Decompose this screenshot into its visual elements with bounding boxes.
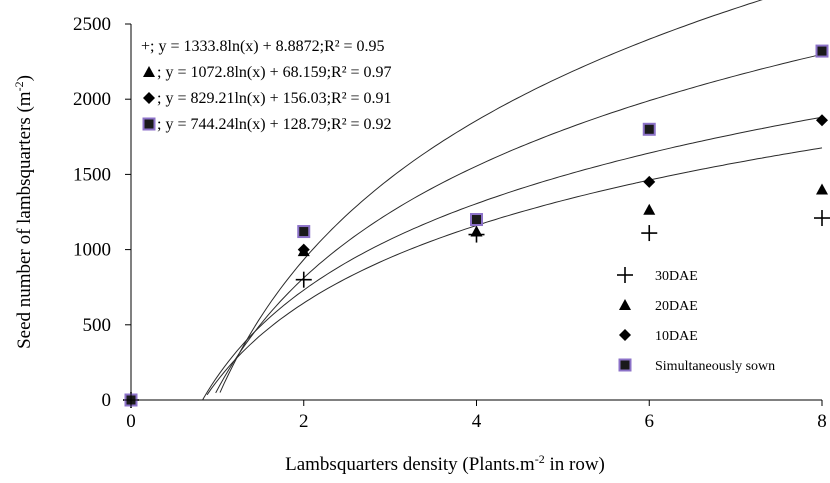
equation-square: ; y = 744.24ln(x) + 128.79;R² = 0.92 [157,116,392,133]
legend-symbol-plus [617,267,633,283]
data-point-diamond [816,114,828,127]
equation-plus: +; y = 1333.8ln(x) + 8.8872;R² = 0.95 [141,38,385,55]
fit-curve-triangle [215,53,823,394]
y-tick-label: 500 [83,315,112,336]
x-tick-label: 8 [817,411,827,432]
equation-symbol-diamond [143,92,155,104]
fit-curve-square [206,147,823,396]
tick-labels: 0 2 4 6 8 0 500 1000 1500 2000 2500 [73,14,827,432]
legend-symbol-triangle [619,299,631,310]
fit-curves [202,0,823,400]
equation-symbol-triangle [143,66,155,77]
equation-symbol-square [142,117,156,131]
data-point-plus [814,210,830,227]
y-tick-label: 2500 [73,14,111,35]
legend-label-square: Simultaneously sown [655,359,775,374]
data-point-plus [641,225,658,242]
legend-symbol-diamond [619,329,631,341]
y-tick-label: 1000 [73,240,111,261]
fit-curve-plus [219,0,763,393]
y-tick-label: 1500 [73,164,111,185]
data-point-triangle [816,183,828,195]
equation-diamond: ; y = 829.21ln(x) + 156.03;R² = 0.91 [157,90,392,107]
data-point-plus [295,271,312,288]
data-point-square [470,213,483,227]
legend-label-plus: 30DAE [655,269,698,284]
legend: 30DAE 20DAE 10DAE Simultaneously sown [617,267,775,374]
legend-symbol-square [618,358,632,372]
data-point-square [642,122,656,136]
fit-curve-diamond [202,116,823,400]
x-tick-label: 4 [472,411,482,432]
legend-label-triangle: 20DAE [655,299,698,314]
y-tick-label: 2000 [73,89,111,110]
equation-box: +; y = 1333.8ln(x) + 8.8872;R² = 0.95 ; y… [141,38,392,133]
x-tick-label: 6 [645,411,655,432]
x-axis-title: Lambsquarters density (Plants.m-2 in row… [285,452,605,475]
data-point-diamond [643,175,656,188]
x-tick-label: 2 [299,411,309,432]
legend-label-diamond: 10DAE [655,329,698,344]
data-point-triangle [643,203,656,215]
data-point-square [297,225,311,239]
axes [125,23,823,406]
y-axis-title: Seed number of lambsquarters (m-2) [12,75,35,349]
data-point-diamond [297,243,310,256]
data-point-square [815,44,829,58]
equation-triangle: ; y = 1072.8ln(x) + 68.159;R² = 0.97 [157,64,392,81]
x-tick-label: 0 [126,411,136,432]
y-tick-label: 0 [102,390,112,411]
data-point-triangle [470,225,483,237]
